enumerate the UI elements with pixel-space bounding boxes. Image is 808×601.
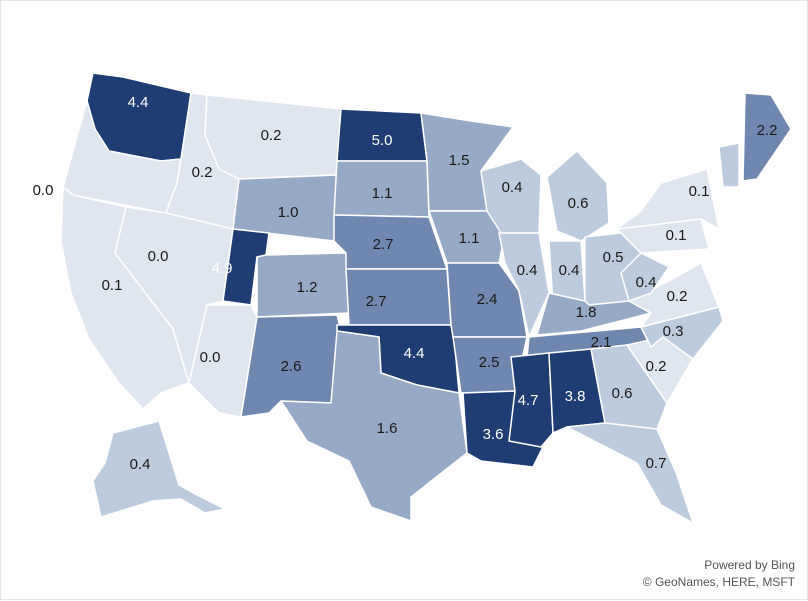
- value-label-kentucky: 1.8: [576, 304, 597, 321]
- value-label-mississippi: 4.7: [518, 392, 539, 409]
- value-label-north-carolina: 0.3: [663, 323, 684, 340]
- state-florida[interactable]: [566, 422, 694, 524]
- value-label-oregon: 0.0: [33, 182, 54, 199]
- value-label-virginia: 0.2: [667, 288, 688, 305]
- value-label-west-virginia: 0.4: [636, 274, 657, 291]
- value-label-iowa: 1.1: [459, 230, 480, 247]
- value-label-montana: 0.2: [261, 127, 282, 144]
- value-label-missouri: 2.4: [477, 291, 498, 308]
- value-label-new-york: 0.1: [689, 183, 710, 200]
- value-label-nevada: 0.0: [148, 248, 169, 265]
- value-label-south-dakota: 1.1: [372, 185, 393, 202]
- state-maine[interactable]: [742, 92, 792, 182]
- powered-by-text: Powered by Bing: [704, 558, 795, 572]
- value-label-illinois: 0.4: [517, 262, 538, 279]
- value-label-new-mexico: 2.6: [281, 358, 302, 375]
- value-label-idaho: 0.2: [192, 164, 213, 181]
- value-label-minnesota: 1.5: [449, 152, 470, 169]
- value-label-ohio: 0.5: [603, 249, 624, 266]
- value-label-north-dakota: 5.0: [372, 132, 393, 149]
- value-label-colorado: 1.2: [297, 279, 318, 296]
- value-label-tennessee: 2.1: [591, 334, 612, 351]
- value-label-alaska: 0.4: [130, 456, 151, 473]
- value-label-utah: 4.9: [212, 260, 233, 277]
- value-label-alabama: 3.8: [565, 388, 586, 405]
- state-alaska[interactable]: [92, 420, 226, 518]
- value-label-pennsylvania: 0.1: [666, 227, 687, 244]
- value-label-georgia: 0.6: [612, 385, 633, 402]
- value-label-florida: 0.7: [646, 455, 667, 472]
- value-label-louisiana: 3.6: [483, 426, 504, 443]
- state-new-york[interactable]: [616, 168, 720, 230]
- state-colorado[interactable]: [256, 252, 350, 318]
- state-vermont[interactable]: [718, 142, 740, 188]
- value-label-michigan: 0.6: [568, 195, 589, 212]
- value-label-nebraska: 2.7: [373, 236, 394, 253]
- value-label-california: 0.1: [102, 277, 123, 294]
- value-label-arkansas: 2.5: [479, 354, 500, 371]
- value-label-oklahoma: 4.4: [404, 345, 425, 362]
- state-michigan[interactable]: [546, 150, 610, 242]
- value-label-washington: 4.4: [128, 94, 149, 111]
- value-label-wyoming: 1.0: [278, 204, 299, 221]
- value-label-arizona: 0.0: [200, 349, 221, 366]
- state-texas[interactable]: [280, 330, 468, 522]
- value-label-south-carolina: 0.2: [646, 358, 667, 375]
- value-label-indiana: 0.4: [559, 262, 580, 279]
- value-label-kansas: 2.7: [366, 293, 387, 310]
- states-layer: [60, 72, 792, 524]
- value-labels-layer: 4.4 0.0 0.1 0.2 0.0 0.2 1.0 4.9 0.0 1.2 2.6 5.0 1.1 2…: [33, 94, 778, 473]
- state-west-virginia[interactable]: [620, 252, 670, 302]
- value-label-wisconsin: 0.4: [502, 179, 523, 196]
- state-kansas[interactable]: [345, 268, 452, 326]
- value-label-texas: 1.6: [377, 420, 398, 437]
- state-georgia[interactable]: [590, 344, 668, 430]
- value-label-maine: 2.2: [757, 122, 778, 139]
- map-attribution: Powered by Bing © GeoNames, HERE, MSFT: [643, 557, 795, 591]
- copyright-text[interactable]: © GeoNames, HERE, MSFT: [642, 575, 795, 589]
- state-virginia[interactable]: [628, 262, 720, 328]
